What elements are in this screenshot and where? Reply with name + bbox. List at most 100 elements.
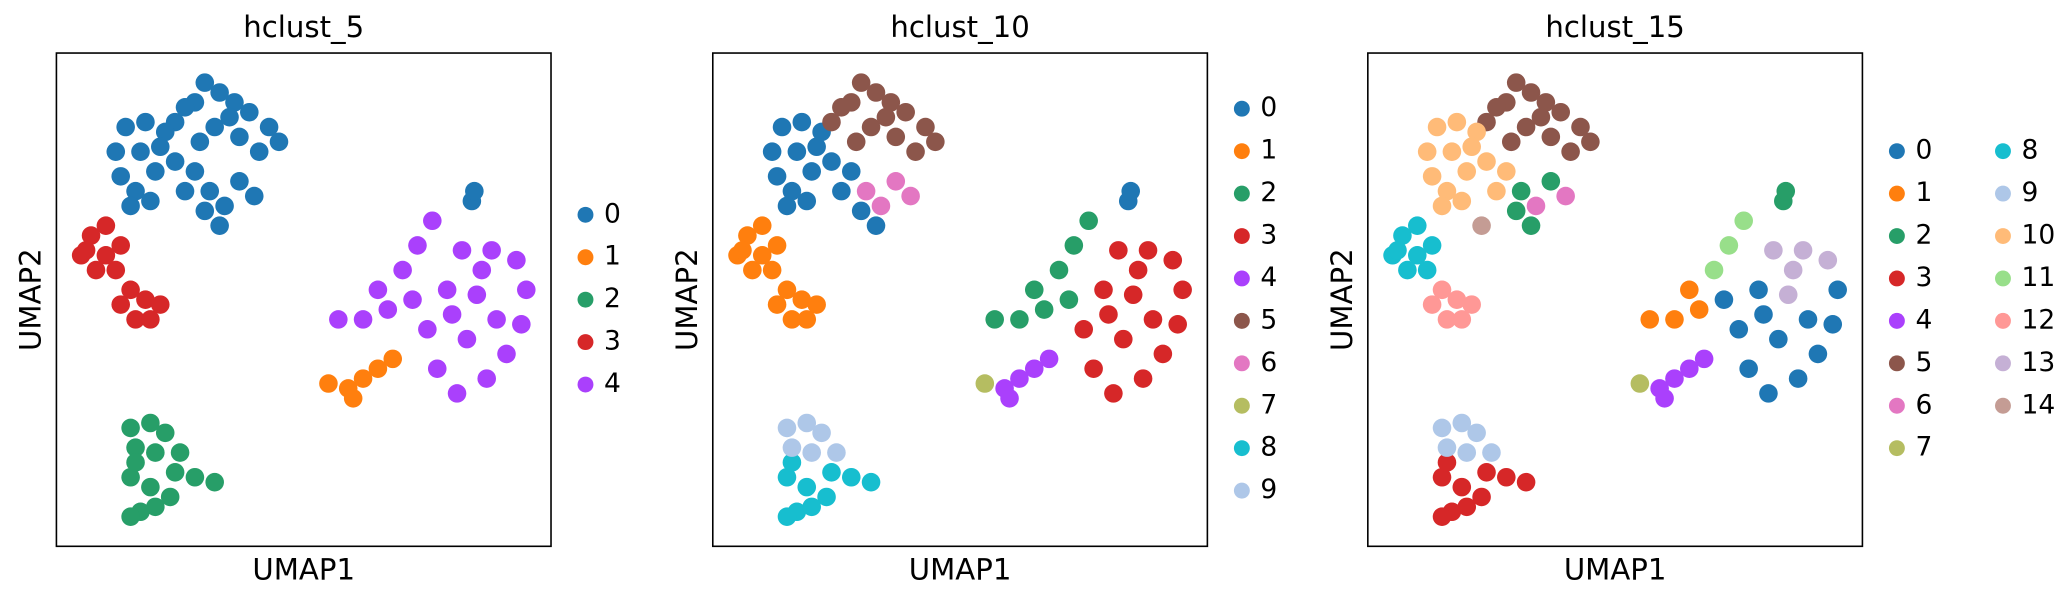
point [777,418,797,438]
legend-marker [1888,228,1905,244]
point [487,310,506,329]
point [802,443,821,462]
point [777,280,797,300]
legend-label: 11 [2022,262,2056,293]
point [1749,280,1768,300]
point [329,310,348,329]
legend-marker [1888,440,1905,457]
point [383,349,403,369]
legend-marker [1233,270,1250,287]
point [1531,107,1551,127]
point [86,260,106,280]
legend-label: 0 [604,198,621,229]
point [418,319,437,339]
legend-label: 5 [1260,304,1277,335]
point [1477,152,1496,171]
point [1452,477,1472,497]
point [1121,181,1140,201]
point [1064,236,1084,255]
point [1764,241,1783,260]
point [916,117,935,137]
point [210,83,229,102]
point [259,117,279,137]
point [141,413,160,433]
legend-label: 1 [604,241,621,272]
legend-marker [1233,143,1250,160]
point [975,374,995,393]
legend-marker [1995,355,2011,372]
point [752,216,772,235]
point [1714,290,1734,309]
axes-frame [711,52,1209,548]
point [155,423,175,443]
point [230,127,249,147]
legend-marker [1995,185,2011,202]
point [1487,181,1506,201]
point [881,93,901,112]
point [170,443,190,462]
point [886,127,906,147]
point [1114,329,1133,349]
point [1457,443,1477,462]
point [240,102,259,122]
point [1133,369,1153,388]
legend-label: 1 [1260,135,1277,166]
point [866,216,886,235]
point [846,132,866,152]
point [1719,236,1739,255]
point [1477,463,1496,482]
point [442,305,462,324]
legend-label: 3 [604,326,621,357]
point [1422,167,1442,186]
point [249,142,269,161]
point [507,250,526,270]
point [1655,389,1674,408]
point [772,117,792,137]
panel-title: hclust_5 [243,10,364,44]
point [195,201,215,221]
point [1788,369,1808,388]
point [782,181,802,201]
point [467,285,487,305]
legend-marker [1233,355,1250,372]
point [1818,250,1838,270]
point [136,290,155,309]
point [1452,310,1472,329]
point [1828,280,1847,300]
point [1432,280,1452,300]
point [1432,196,1452,216]
point [1729,319,1749,339]
legend-marker [1233,228,1250,244]
point [851,73,871,92]
point [1808,344,1828,364]
point [1521,216,1541,235]
legend-label: 10 [2022,220,2056,251]
point [368,359,388,379]
point [160,487,180,507]
point [822,463,841,482]
point [792,112,812,132]
point [1138,241,1158,260]
point [1783,260,1803,280]
point [96,245,116,265]
point [121,196,140,216]
legend-label: 7 [1915,432,1932,463]
point [1417,142,1437,161]
point [807,295,826,314]
point [1104,384,1123,403]
point [1467,423,1486,443]
point [1094,280,1113,300]
point [906,142,925,161]
point [1437,453,1457,472]
point [378,300,398,319]
point [1034,300,1054,319]
point [126,453,145,472]
point [1541,172,1561,191]
point [792,290,812,309]
legend-label: 4 [1915,304,1932,335]
point [1506,201,1526,221]
point [1462,137,1481,157]
point [185,162,205,181]
legend-label: 4 [604,368,621,399]
